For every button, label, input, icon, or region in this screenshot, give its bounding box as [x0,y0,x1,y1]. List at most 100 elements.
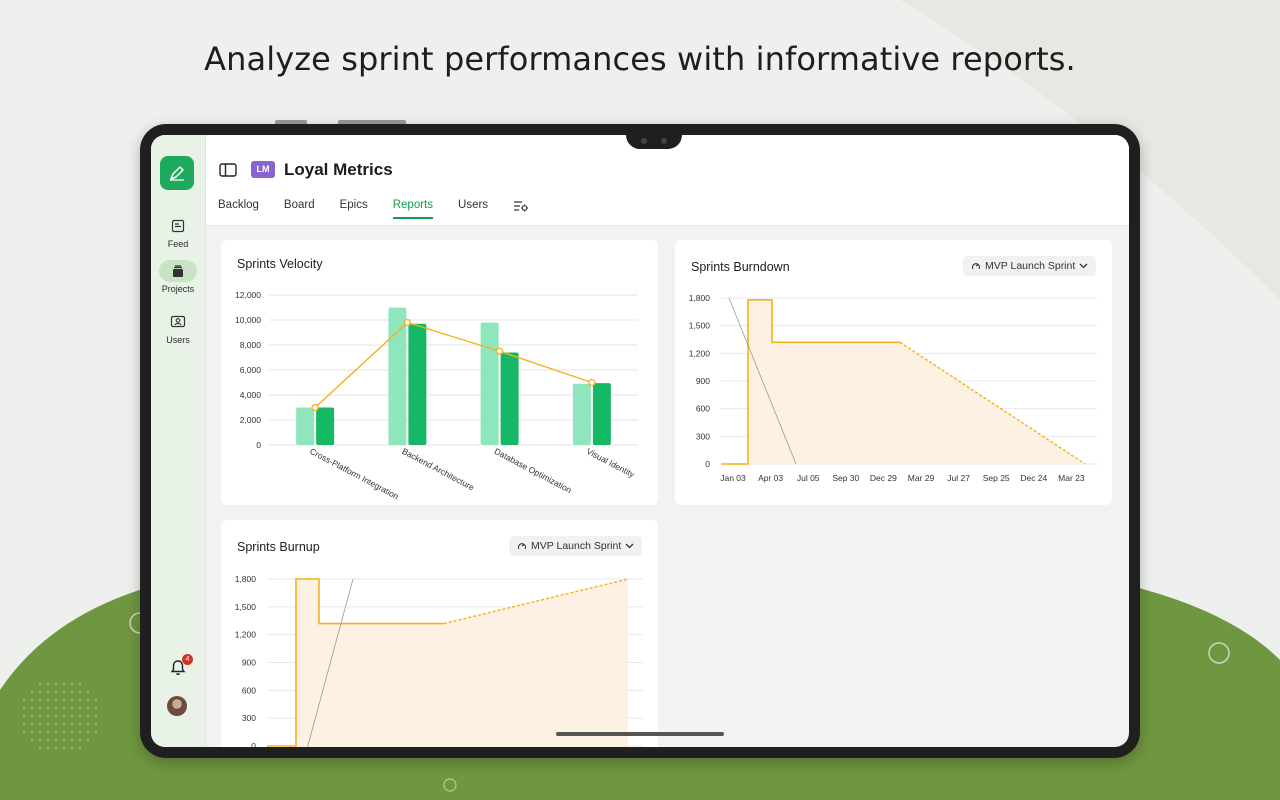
y-tick-label: 900 [242,658,256,668]
bar [592,383,611,445]
bar [480,322,499,445]
y-tick-label: 1,500 [689,321,711,331]
burnup-chart: 1,800 1,500 1,200 900 600 300 0 [235,574,643,747]
sprint-select[interactable]: MVP Launch Sprint [963,256,1097,276]
burndown-line [721,299,900,465]
projected-line [443,578,629,625]
trend-line [314,321,593,409]
x-tick-label: Dec 29 [870,473,897,483]
tab-reports[interactable]: Reports [392,199,434,219]
tab-board[interactable]: Board [283,199,315,211]
y-tick-label: 900 [696,376,710,386]
y-tick-label: 10,000 [235,315,261,325]
y-tick-label: 0 [705,459,710,469]
x-tick-label: Jul 27 [947,473,970,483]
y-tick-label: 600 [696,404,710,414]
trend-point [311,403,319,412]
x-tick-label: Database Optimization [493,446,574,495]
y-tick-label: 600 [242,685,256,695]
card-title: Sprints Burnup [237,540,320,554]
notification-badge: 4 [182,654,193,665]
trend-point [495,347,504,355]
sidebar-item-label: Feed [167,239,189,249]
y-tick-label: 1,800 [235,574,257,584]
y-tick-label: 1,500 [235,602,257,612]
tab-backlog[interactable]: Backlog [218,199,259,211]
tablet-frame: Feed Projects Users 4 LM L [140,124,1140,758]
y-tick-label: 4,000 [240,390,262,400]
bar [316,407,335,445]
sidebar: Feed Projects Users 4 [151,135,206,747]
x-tick-label: Mar 29 [908,473,935,483]
x-tick-label: Sep 25 [983,473,1010,483]
trend-point [588,378,596,387]
tab-epics[interactable]: Epics [339,199,368,211]
card-title: Sprints Velocity [237,257,323,271]
ideal-line [307,578,354,747]
sidebar-item-label: Projects [161,284,195,294]
y-tick-label: 0 [256,440,261,450]
sidebar-toggle-icon[interactable] [219,163,237,177]
projected-line [899,341,1086,465]
x-tick-label: Mar 23 [1058,473,1085,483]
x-tick-label: Cross-Platform Integration [308,446,401,502]
y-tick-label: 2,000 [240,415,262,425]
sprint-icon [517,543,527,550]
sprint-select-value: MVP Launch Sprint [531,540,622,552]
project-badge: LM [251,161,275,178]
x-tick-label: Jan 03 [720,473,746,483]
trend-point [403,318,412,327]
y-tick-label: 6,000 [240,365,262,375]
pen-icon [170,166,184,181]
app-screen: Feed Projects Users 4 LM L [151,135,1129,747]
y-tick-label: 300 [242,713,256,723]
project-title: Loyal Metrics [284,160,393,179]
sprint-icon [971,263,981,270]
sidebar-item-users[interactable]: Users [151,311,205,345]
burndown-chart: 1,800 1,500 1,200 900 600 300 0 Jan 03 Apr 03 Jul… [689,293,1097,483]
y-tick-label: 300 [696,431,710,441]
y-tick-label: 0 [251,741,256,747]
app-logo[interactable] [160,156,194,190]
velocity-card: Sprints Velocity 12,000 10,000 8,000 6,000 4… [221,240,658,505]
sidebar-item-feed[interactable]: Feed [151,215,205,249]
chevron-down-icon [625,543,634,549]
x-tick-label: Dec 24 [1020,473,1047,483]
x-tick-label: Backend Architecture [400,446,476,493]
folders-icon [173,265,183,277]
y-tick-label: 8,000 [240,340,262,350]
y-tick-label: 12,000 [235,290,261,300]
tab-bar: Backlog Board Epics Reports Users [218,199,529,219]
burnup-line [267,578,444,747]
headline: Analyze sprint performances with informa… [204,40,1076,78]
bell-icon[interactable] [168,658,188,678]
burnup-area [296,579,628,747]
bar [500,352,519,445]
x-tick-label: Sep 30 [832,473,859,483]
sprint-select[interactable]: MVP Launch Sprint [509,536,643,556]
tab-users[interactable]: Users [458,199,489,211]
burnup-card: Sprints Burnup MVP Launch Sprint 1,800 1,… [221,520,658,747]
avatar[interactable] [167,696,187,716]
y-tick-label: 1,800 [689,293,711,303]
tablet-button [338,120,406,125]
x-tick-label: Visual Identity [585,446,637,480]
x-tick-label: Jul 05 [797,473,820,483]
dot-pattern [22,682,98,750]
project-header: LM Loyal Metrics Backlog Board Epics Rep… [206,135,1129,226]
chevron-down-icon [1079,263,1088,269]
bar [388,307,407,445]
user-card-icon [170,315,186,328]
y-tick-label: 1,200 [689,348,711,358]
sidebar-item-projects[interactable]: Projects [151,260,205,294]
bar [572,383,591,445]
burndown-card: Sprints Burndown MVP Launch Sprint 1,800… [675,240,1112,505]
project-settings-icon[interactable] [513,199,529,213]
velocity-chart: 12,000 10,000 8,000 6,000 4,000 2,000 0 Cross-P… [235,290,638,502]
feed-icon [171,219,185,233]
tablet-button [275,120,307,125]
bar [296,407,315,445]
burndown-area [748,299,1085,464]
camera-notch [626,135,682,149]
home-indicator [556,732,724,736]
